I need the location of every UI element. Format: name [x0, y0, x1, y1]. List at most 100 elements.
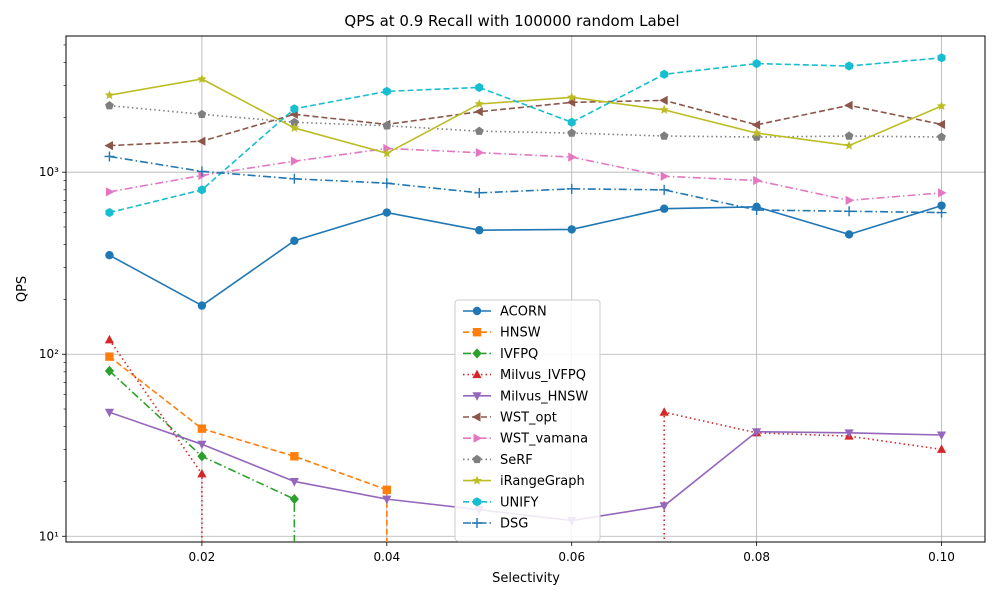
legend-item-acorn: ACORN — [463, 305, 547, 320]
legend-item-dsg: DSG — [463, 517, 528, 532]
legend-item-ivfpq: IVFPQ — [463, 347, 538, 362]
data-point-dsg — [381, 178, 392, 189]
series-hnsw — [105, 352, 392, 542]
data-point-ivfpq — [197, 451, 207, 462]
data-point-acorn — [937, 201, 946, 210]
x-tick-label: 0.04 — [373, 550, 400, 564]
legend-label: SeRF — [500, 453, 533, 468]
data-point-irangegraph — [566, 92, 577, 102]
data-point-milvus-ivfpq — [104, 334, 115, 344]
data-point-dsg — [751, 204, 762, 215]
data-point-irangegraph — [474, 98, 485, 109]
data-point-dsg — [936, 207, 947, 218]
x-tick-label: 0.10 — [928, 550, 955, 564]
data-point-milvus-hnsw — [659, 502, 669, 511]
data-point-milvus-hnsw — [844, 429, 854, 438]
data-point-wst-vamana — [753, 175, 762, 186]
data-point-hnsw — [290, 452, 299, 461]
axis-ticks: 0.02 0.04 0.06 0.08 0.10 10¹ 10² 10³ — [39, 44, 955, 564]
plot-frame — [65, 35, 986, 543]
data-point-wst-opt — [196, 136, 206, 146]
data-point-milvus-ivfpq — [659, 407, 669, 416]
chart-title: QPS at 0.9 Recall with 100000 random Lab… — [344, 12, 679, 30]
legend-item-milvus-ivfpq: Milvus_IVFPQ — [463, 368, 586, 383]
legend-label: HNSW — [500, 326, 541, 341]
data-point-dsg — [289, 173, 300, 184]
data-point-hnsw — [382, 485, 392, 494]
legend-item-milvus-hnsw: Milvus_HNSW — [463, 389, 588, 404]
data-point-acorn — [105, 250, 114, 260]
series-line-milvus-ivfpq — [108, 339, 942, 542]
data-point-acorn — [844, 230, 854, 239]
data-point-acorn — [382, 208, 392, 217]
data-point-milvus-hnsw — [936, 431, 947, 440]
data-point-wst-vamana — [290, 156, 300, 166]
x-tick-label: 0.02 — [189, 550, 216, 564]
legend-marker — [472, 392, 482, 401]
data-point-irangegraph — [289, 122, 300, 132]
data-point-wst-vamana — [568, 152, 577, 162]
legend-marker — [472, 454, 482, 464]
data-point-hnsw — [197, 424, 207, 433]
legend-marker — [472, 475, 482, 485]
series-unify — [105, 53, 946, 218]
data-point-wst-vamana — [660, 171, 670, 181]
series-line-hnsw — [108, 356, 388, 542]
series-serf — [105, 101, 946, 141]
data-point-wst-opt — [104, 140, 113, 151]
legend-item-serf: SeRF — [463, 453, 533, 468]
legend-label: ACORN — [500, 305, 547, 320]
data-point-wst-opt — [844, 100, 853, 110]
series-line-serf — [109, 104, 942, 138]
series-line-ivfpq — [108, 370, 296, 542]
data-point-wst-opt — [659, 95, 668, 105]
series-acorn — [105, 201, 946, 310]
data-point-hnsw — [105, 352, 114, 361]
data-point-wst-vamana — [198, 170, 207, 181]
legend-marker — [472, 412, 481, 422]
data-point-acorn — [290, 236, 299, 245]
data-point-acorn — [659, 204, 669, 213]
data-point-irangegraph — [936, 101, 947, 111]
data-point-serf — [197, 109, 207, 119]
legend-marker — [472, 306, 482, 316]
series-ivfpq — [104, 365, 299, 542]
legend-marker — [473, 497, 481, 507]
data-point-serf — [937, 132, 946, 141]
y-axis-title: QPS — [15, 276, 30, 302]
data-point-unify — [382, 86, 391, 96]
legend-item-wst-opt: WST_opt — [463, 411, 557, 426]
data-point-ivfpq — [289, 493, 299, 505]
data-point-milvus-hnsw — [197, 440, 207, 450]
legend-label: DSG — [500, 517, 528, 532]
legend-box — [454, 299, 601, 542]
data-point-milvus-hnsw — [289, 477, 299, 487]
data-point-unify — [197, 185, 206, 195]
data-point-irangegraph — [382, 148, 392, 158]
series-wst-opt — [104, 95, 946, 151]
data-point-unify — [567, 117, 576, 127]
legend-item-hnsw: HNSW — [463, 326, 541, 341]
legend-label: UNIFY — [500, 495, 539, 510]
legend-marker — [472, 328, 482, 337]
data-point-wst-vamana — [105, 187, 115, 197]
data-point-wst-vamana — [383, 143, 392, 154]
data-point-unify — [937, 53, 946, 63]
data-point-serf — [567, 128, 577, 137]
data-point-ivfpq — [104, 365, 115, 377]
data-point-milvus-ivfpq — [936, 444, 947, 453]
legend-marker — [472, 369, 482, 379]
x-tick-label: 0.06 — [558, 550, 585, 564]
data-point-serf — [382, 121, 392, 130]
data-point-dsg — [566, 183, 577, 194]
y-tick-label: 10¹ — [39, 529, 59, 543]
series-dsg — [104, 151, 947, 218]
data-point-serf — [289, 117, 299, 127]
y-tick-label: 10³ — [39, 165, 59, 179]
data-point-dsg — [844, 206, 855, 217]
data-point-milvus-hnsw — [752, 428, 762, 437]
data-point-unify — [660, 69, 669, 79]
data-point-dsg — [659, 184, 670, 195]
data-point-unify — [475, 82, 484, 93]
